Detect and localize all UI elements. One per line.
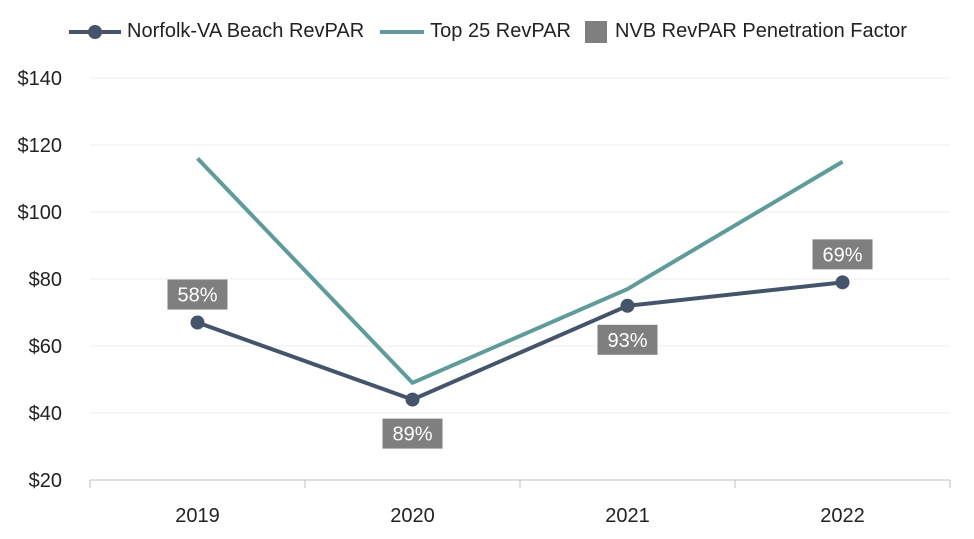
penetration-label-box [167,279,228,310]
y-tick-label: $120 [18,135,63,157]
y-tick-label: $40 [29,403,62,425]
y-tick-label: $140 [18,68,63,90]
legend-label-top25: Top 25 RevPAR [430,20,571,42]
penetration-label: 93% [607,330,647,352]
y-tick-label: $100 [18,202,63,224]
legend-swatch-top25-icon [380,29,425,34]
penetration-label: 89% [392,424,432,446]
data-point-norfolk [835,275,850,290]
penetration-label: 58% [177,285,217,307]
data-point-norfolk [190,315,205,330]
y-tick-label: $20 [29,470,62,492]
penetration-label: 69% [822,244,862,266]
data-point-norfolk [620,298,635,313]
y-tick-label: $60 [29,336,62,358]
penetration-label-box [382,418,443,449]
series-line-top25 [196,157,844,385]
x-tick-label: 2022 [820,505,865,527]
y-tick-label: $80 [29,269,62,291]
legend-label-norfolk: Norfolk-VA Beach RevPAR [127,20,365,42]
x-tick-label: 2021 [605,505,650,527]
legend: Norfolk-VA Beach RevPAR Top 25 RevPAR NV… [0,20,974,43]
series-line-norfolk [196,280,843,402]
legend-item-norfolk: Norfolk-VA Beach RevPAR [67,20,364,43]
penetration-label-box [812,239,873,270]
x-tick-label: 2020 [390,505,435,527]
legend-label-penetration: NVB RevPAR Penetration Factor [614,20,907,42]
data-point-norfolk [405,392,420,407]
legend-item-top25: Top 25 RevPAR [378,20,571,43]
x-tick-label: 2019 [175,505,220,527]
penetration-label-box [597,324,658,355]
legend-item-penetration: NVB RevPAR Penetration Factor [584,20,907,43]
legend-swatch-norfolk-icon [69,24,122,39]
legend-swatch-penetration-icon [584,20,607,43]
